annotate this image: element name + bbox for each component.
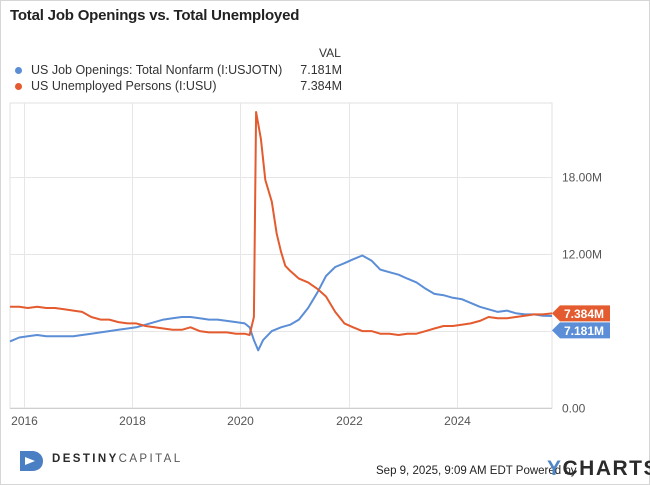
plot-area-border bbox=[9, 102, 553, 409]
x-tick-label: 2024 bbox=[444, 414, 471, 428]
x-tick-label: 2022 bbox=[336, 414, 363, 428]
series-lines bbox=[9, 111, 553, 352]
destiny-capital-logo-icon bbox=[20, 451, 43, 471]
legend-label-unemployed: US Unemployed Persons (I:USU) bbox=[31, 79, 217, 93]
end-label-unemployed: 7.384M bbox=[552, 305, 610, 322]
end-label-job-openings: 7.181M bbox=[552, 322, 610, 339]
legend-header: VAL bbox=[319, 46, 341, 60]
x-tick-label: 2020 bbox=[227, 414, 254, 428]
company-name: DESTINYCAPITAL bbox=[52, 453, 183, 465]
company-name-light: CAPITAL bbox=[118, 453, 183, 465]
x-axis: 2016 2018 2020 2022 2024 bbox=[11, 414, 471, 428]
y-tick-label: 18.00M bbox=[562, 171, 602, 185]
legend-item-job-openings[interactable]: US Job Openings: Total Nonfarm (I:USJOTN… bbox=[14, 63, 344, 79]
x-tick-label: 2018 bbox=[119, 414, 146, 428]
legend-item-unemployed[interactable]: US Unemployed Persons (I:USU) 7.384M bbox=[14, 79, 344, 95]
end-value-labels: 7.384M 7.181M bbox=[552, 305, 610, 339]
legend-marker-unemployed bbox=[15, 83, 22, 90]
footer-timestamp: Sep 9, 2025, 9:09 AM EDT Powered by bbox=[376, 465, 577, 477]
y-tick-label: 12.00M bbox=[562, 248, 602, 262]
series-line-job-openings bbox=[9, 254, 553, 352]
ycharts-logo-y: Y bbox=[547, 457, 563, 480]
x-tick-label: 2016 bbox=[11, 414, 38, 428]
legend-marker-job-openings bbox=[15, 67, 22, 74]
legend-value-unemployed: 7.384M bbox=[300, 79, 342, 93]
legend-label-job-openings: US Job Openings: Total Nonfarm (I:USJOTN… bbox=[31, 63, 283, 77]
ycharts-logo-rest: CHARTS bbox=[562, 457, 650, 480]
y-tick-label: 0.00 bbox=[562, 402, 586, 416]
end-label-text: 7.384M bbox=[564, 307, 604, 321]
ycharts-logo[interactable]: YCHARTS bbox=[547, 457, 650, 481]
end-label-box bbox=[552, 305, 610, 322]
legend-value-job-openings: 7.181M bbox=[300, 63, 342, 77]
series-line-unemployed bbox=[10, 111, 553, 336]
company-name-bold: DESTINY bbox=[52, 453, 119, 465]
end-label-text: 7.181M bbox=[564, 324, 604, 338]
gridlines bbox=[9, 102, 553, 409]
end-label-box bbox=[552, 322, 610, 339]
chart-title: Total Job Openings vs. Total Unemployed bbox=[10, 7, 300, 24]
